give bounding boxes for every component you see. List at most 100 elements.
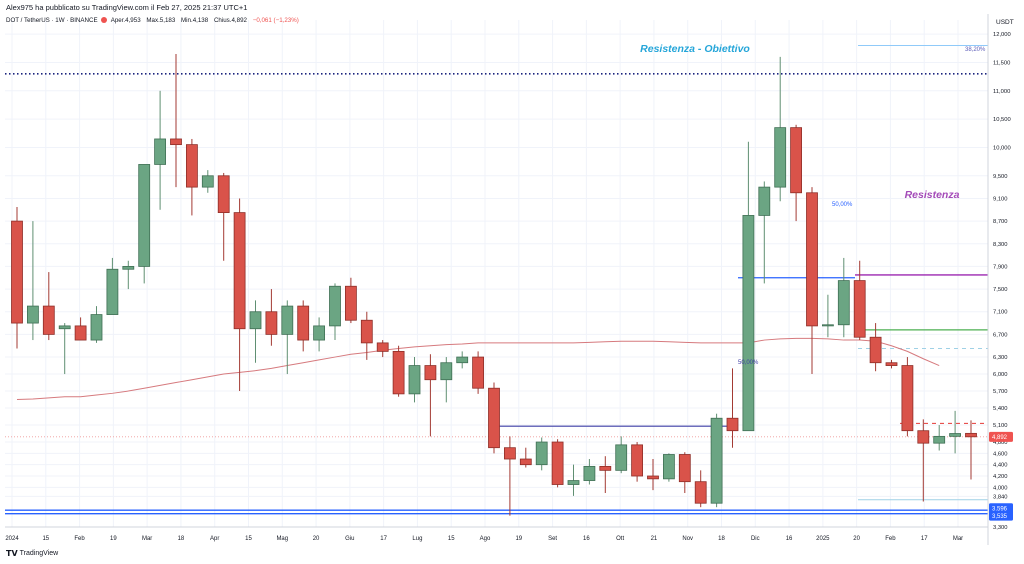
plot-background: [5, 14, 988, 545]
moving-average: [16, 337, 940, 401]
x-tick-label: Apr: [210, 536, 219, 542]
candle: [185, 138, 198, 216]
last-price-tag-text: 4,892: [992, 435, 1008, 441]
candle-body: [217, 175, 230, 214]
price-axis[interactable]: 3,3003,6003,8404,0004,2004,4004,6004,800…: [989, 32, 1013, 531]
candle-body: [551, 441, 564, 485]
x-tick-label: 16: [786, 536, 793, 542]
symbol-label: DOT / TetherUS · 1W · BINANCE: [6, 17, 98, 24]
support-b-tag-bg: [989, 510, 1013, 521]
resistance-label: Resistenza: [905, 189, 960, 201]
candle: [965, 420, 977, 480]
candle: [933, 425, 946, 451]
candle: [344, 277, 357, 324]
candle: [647, 459, 659, 491]
x-tick-label: Set: [548, 536, 557, 542]
x-tick-label: 17: [380, 536, 387, 542]
candle-body: [329, 285, 341, 327]
candle: [138, 164, 151, 284]
candle-body: [503, 447, 516, 460]
candle-body: [392, 350, 405, 395]
fib-upper-label: 38,20%: [965, 47, 986, 53]
candle: [503, 436, 516, 516]
last-price-tag-bg: [989, 431, 1013, 442]
x-tick-label: Ago: [480, 536, 491, 542]
candle-body: [58, 325, 71, 330]
x-tick-label: Giu: [345, 536, 354, 542]
candle: [790, 124, 802, 222]
candle: [233, 198, 246, 392]
header-bar: Alex975 ha pubblicato su TradingView.com…: [0, 0, 1024, 14]
candle-body: [822, 324, 834, 327]
candle-body: [869, 336, 882, 364]
candle-body: [122, 266, 135, 270]
candle: [58, 323, 71, 375]
y-tick-label: 10,500: [993, 117, 1011, 123]
candle-body: [74, 325, 87, 341]
candle-body: [774, 127, 787, 188]
support-b-tag: 3,535: [989, 510, 1013, 521]
candle: [567, 464, 580, 496]
x-tick-label: 21: [651, 536, 658, 542]
candle: [806, 187, 818, 375]
y-tick-label: 7,900: [993, 264, 1008, 270]
candle: [201, 170, 214, 193]
candle: [154, 90, 167, 210]
candle-body: [456, 356, 469, 364]
y-tick-label: 5,700: [993, 389, 1008, 395]
y-tick-label: 4,400: [993, 463, 1008, 469]
tradingview-logo[interactable]: TV TradingView: [6, 549, 58, 558]
candle: [472, 351, 485, 394]
candle: [901, 357, 914, 437]
candle-body: [138, 164, 151, 267]
author-line: Alex975 ha pubblicato su TradingView.com…: [6, 3, 248, 12]
low-value: Min.4,138: [181, 17, 209, 24]
candle-body: [185, 144, 198, 188]
open-value: Aper.4,953: [110, 17, 141, 24]
candle-body: [806, 192, 818, 327]
candle: [822, 294, 834, 338]
x-tick-label: 15: [42, 536, 49, 542]
candle: [678, 452, 691, 494]
y-tick-label: 8,300: [993, 242, 1008, 248]
candle-body: [853, 280, 866, 338]
candle: [456, 351, 469, 369]
y-tick-label: 4,800: [993, 440, 1008, 446]
candle-body: [901, 365, 914, 432]
candle: [74, 317, 87, 341]
candle: [551, 439, 564, 488]
x-tick-label: Mar: [142, 536, 152, 542]
candle-body: [583, 465, 596, 481]
candle-body: [726, 417, 739, 432]
ma-line: [16, 337, 940, 401]
x-tick-label: 20: [853, 536, 860, 542]
ohlc-legend: DOT / TetherUS · 1W · BINANCE Aper.4,953…: [0, 17, 299, 29]
candle-body: [154, 138, 167, 165]
candle: [170, 53, 182, 188]
time-axis[interactable]: 2024 15 Feb 19 Mar 18 Apr 15 Mag 20 Giu 17 Lug 15 Ago 1…: [5, 536, 963, 542]
candle-body: [965, 432, 977, 438]
candle-body: [790, 127, 802, 194]
candle-body: [408, 365, 421, 395]
last-price-tag: 4,892: [989, 431, 1013, 442]
candle: [663, 453, 675, 482]
x-tick-label: Feb: [74, 536, 85, 542]
candle-body: [488, 387, 500, 449]
candle-body: [11, 220, 23, 324]
y-tick-label: 7,100: [993, 310, 1008, 316]
candle-body: [26, 305, 39, 324]
candle-body: [678, 454, 691, 483]
currency-label: USDT: [996, 19, 1014, 26]
candle: [265, 289, 278, 346]
y-tick-label: 4,000: [993, 485, 1008, 491]
chart-labels: Resistenza - Obiettivo Resistenza 38,20% 50…: [640, 43, 986, 366]
candle-body: [599, 465, 612, 471]
candle-body: [949, 433, 961, 437]
high-value: Max.5,183: [146, 17, 176, 24]
candle-body: [710, 417, 723, 504]
candle-body: [742, 215, 755, 432]
candle-body: [90, 314, 103, 341]
x-tick-label: 20: [313, 536, 320, 542]
candle: [376, 340, 389, 358]
